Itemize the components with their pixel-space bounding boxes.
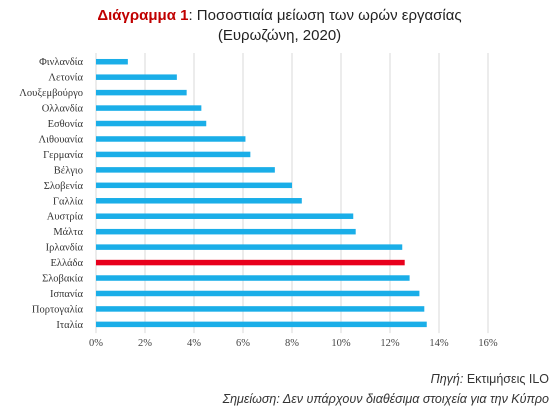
source-line: Πηγή: Εκτιμήσεις ILO <box>431 372 549 386</box>
bar <box>96 321 427 328</box>
category-label: Λιθουανία <box>39 134 84 145</box>
category-label: Ιρλανδία <box>46 243 84 254</box>
x-tick-label: 14% <box>429 338 449 349</box>
category-label: Ιταλία <box>56 320 83 331</box>
chart-title-main: : Ποσοστιαία μείωση των ωρών εργασίας <box>188 7 462 24</box>
chart-title: Διάγραμμα 1: Ποσοστιαία μείωση των ωρών … <box>0 6 559 46</box>
category-label: Σλοβακία <box>42 274 83 285</box>
x-tick-label: 12% <box>380 338 400 349</box>
bar <box>96 74 177 80</box>
category-label: Ολλανδία <box>42 104 84 115</box>
source-value: Εκτιμήσεις ILO <box>466 372 549 386</box>
category-label: Λετονία <box>48 73 83 84</box>
category-label: Πορτογαλία <box>32 304 84 315</box>
x-tick-label: 16% <box>478 338 498 349</box>
category-label: Βέλγιο <box>54 165 83 176</box>
bar <box>96 213 354 219</box>
category-label: Ελλάδα <box>50 258 83 269</box>
bar <box>96 136 246 142</box>
category-labels: Φινλανδία Λετονία Λουξεμβούργο Ολλανδία Εσθο… <box>19 57 83 331</box>
x-tick-label: 4% <box>187 338 201 349</box>
note-line: Σημείωση: Δεν υπάρχουν διαθέσιμα στοιχεί… <box>222 392 549 406</box>
bar <box>96 306 425 312</box>
bar <box>96 275 410 281</box>
category-label: Φινλανδία <box>39 57 83 68</box>
bar <box>96 244 403 250</box>
category-label: Αυστρία <box>47 212 84 223</box>
bar <box>96 198 302 204</box>
bar <box>96 167 275 173</box>
gridlines <box>95 53 489 334</box>
bar <box>96 151 251 158</box>
x-tick-label: 10% <box>331 338 351 349</box>
bar <box>96 290 420 297</box>
bar <box>96 120 207 127</box>
category-label: Γαλλία <box>53 196 84 207</box>
category-label: Εσθονία <box>48 119 84 130</box>
category-label: Λουξεμβούργο <box>19 88 83 99</box>
bar-highlight <box>96 259 405 266</box>
category-label: Μάλτα <box>53 227 83 238</box>
bars <box>96 58 427 328</box>
category-label: Σλοβενία <box>44 181 84 192</box>
bar <box>96 182 292 189</box>
chart-subtitle: (Ευρωζώνη, 2020) <box>217 27 342 44</box>
source-key: Πηγή: <box>430 372 464 386</box>
x-tick-label: 0% <box>89 338 103 349</box>
x-axis-tick-labels: 0% 2% 4% 6% 8% 10% 12% 14% 16% <box>89 338 498 349</box>
bar <box>96 105 202 111</box>
x-tick-label: 8% <box>285 338 299 349</box>
x-tick-label: 2% <box>138 338 152 349</box>
category-label: Ισπανία <box>50 289 84 300</box>
bar <box>96 58 128 65</box>
x-tick-label: 6% <box>236 338 250 349</box>
chart-title-prefix: Διάγραμμα 1 <box>97 7 189 24</box>
bar <box>96 89 187 96</box>
bar <box>96 228 356 235</box>
category-label: Γερμανία <box>43 150 83 161</box>
